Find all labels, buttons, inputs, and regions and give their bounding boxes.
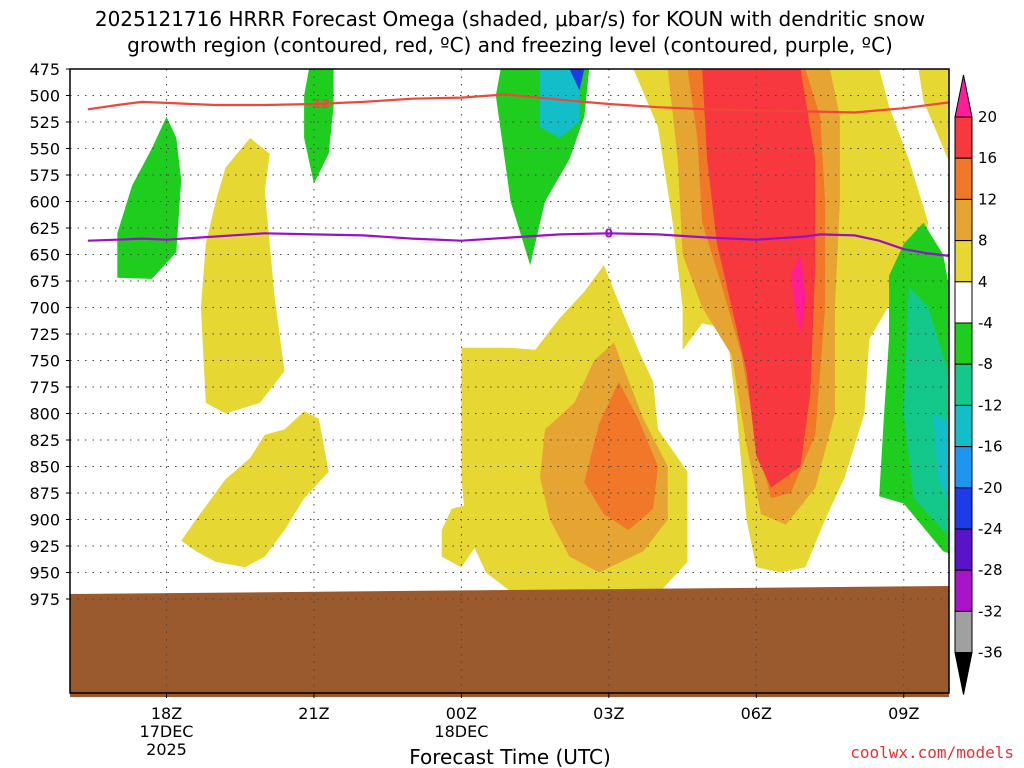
y-tick-label-875: 875 [29, 484, 60, 503]
omega-region-16 [918, 69, 949, 161]
x-tick-label-12-0: 06Z [741, 704, 772, 723]
chart-title-line-1: 2025121716 HRRR Forecast Omega (shaded, … [95, 7, 925, 31]
x-tick-label-6-0: 00Z [446, 704, 477, 723]
colorbar-label-6: -8 [978, 355, 993, 373]
colorbar-bin-2 [954, 157, 973, 200]
omega-region-7 [569, 69, 585, 91]
plot-area: -12 0 [69, 68, 950, 697]
omega-region-19 [933, 413, 949, 505]
ground-surface [70, 586, 949, 697]
y-tick-label-900: 900 [29, 511, 60, 530]
omega-shading [117, 69, 949, 599]
x-tick-label-3-0: 21Z [298, 704, 329, 723]
colorbar-bin-5 [954, 281, 973, 324]
colorbar-bin-7 [954, 363, 973, 406]
y-tick-label-550: 550 [29, 140, 60, 159]
dendritic-contour-line [87, 93, 949, 114]
freezing-level-contour-line [87, 232, 949, 257]
dendritic-contour-label: -12 [308, 97, 330, 111]
y-tick-label-800: 800 [29, 405, 60, 424]
chart-title-line-2: growth region (contoured, red, ºC) and f… [127, 33, 893, 57]
x-tick-label-0-2: 2025 [146, 740, 187, 759]
omega-region-14 [702, 69, 816, 488]
y-tick-label-925: 925 [29, 537, 60, 556]
x-tick-label-0-0: 18Z [151, 704, 182, 723]
colorbar-label-11: -28 [978, 561, 1003, 579]
colorbar-bin-6 [954, 322, 973, 365]
colorbar-label-10: -24 [978, 520, 1003, 538]
y-tick-label-975: 975 [29, 590, 60, 609]
x-tick-label-15-0: 09Z [888, 704, 919, 723]
colorbar-label-4: 4 [978, 273, 988, 291]
colorbar-label-0: 20 [978, 108, 997, 126]
y-tick-label-475: 475 [29, 60, 60, 79]
plot-frame [69, 68, 950, 694]
colorbar-top-arrow [954, 74, 973, 118]
y-tick-label-525: 525 [29, 113, 60, 132]
colorbar-label-1: 16 [978, 149, 997, 167]
y-tick-label-950: 950 [29, 564, 60, 583]
colorbar-bin-3 [954, 198, 973, 242]
x-axis-title: Forecast Time (UTC) [409, 745, 611, 768]
contours: -12 0 [87, 93, 949, 257]
colorbar-label-7: -12 [978, 396, 1003, 414]
omega-region-18 [903, 286, 949, 537]
colorbar-label-9: -20 [978, 479, 1003, 497]
colorbar: 20 16 12 8 4 -4 -8 -12 -16 -20 -24 -28 -32 -36 [954, 74, 1003, 695]
x-tick-label-6-1: 18DEC [434, 722, 488, 741]
y-tick-label-500: 500 [29, 87, 60, 106]
colorbar-bin-12 [954, 569, 973, 612]
y-tick-label-750: 750 [29, 352, 60, 371]
colorbar-bottom-arrow [954, 652, 973, 695]
y-tick-label-575: 575 [29, 166, 60, 185]
credit-text: coolwx.com/models [850, 743, 1014, 762]
colorbar-label-12: -32 [978, 602, 1003, 620]
y-tick-label-825: 825 [29, 431, 60, 450]
colorbar-label-2: 12 [978, 190, 997, 208]
colorbar-label-3: 8 [978, 232, 988, 250]
y-tick-label-675: 675 [29, 272, 60, 291]
y-tick-label-700: 700 [29, 299, 60, 318]
y-tick-label-725: 725 [29, 325, 60, 344]
y-tick-label-775: 775 [29, 378, 60, 397]
freezing-contour-label: 0 [605, 226, 613, 240]
x-tick-label-0-1: 17DEC [140, 722, 194, 741]
x-tick-label-9-0: 03Z [593, 704, 624, 723]
omega-region-3 [181, 411, 329, 568]
omega-region-2 [200, 137, 285, 414]
y-tick-label-600: 600 [29, 193, 60, 212]
colorbar-bin-11 [954, 528, 973, 571]
colorbar-label-8: -16 [978, 438, 1003, 456]
colorbar-label-5: -4 [978, 314, 993, 332]
omega-region-1 [304, 69, 334, 184]
colorbar-bin-9 [954, 446, 973, 489]
colorbar-label-13: -36 [978, 644, 1003, 662]
colorbar-bin-10 [954, 487, 973, 530]
y-tick-label-625: 625 [29, 219, 60, 238]
y-tick-label-650: 650 [29, 246, 60, 265]
y-tick-label-850: 850 [29, 458, 60, 477]
colorbar-bin-4 [954, 240, 973, 283]
omega-region-6 [540, 69, 580, 138]
colorbar-bin-1 [954, 116, 973, 159]
colorbar-bin-8 [954, 404, 973, 448]
colorbar-bin-13 [954, 610, 973, 654]
omega-region-15 [790, 254, 806, 334]
y-axis: 475 500 525 550 575 600 625 650 675 700 725 750 775 8… [29, 60, 70, 609]
